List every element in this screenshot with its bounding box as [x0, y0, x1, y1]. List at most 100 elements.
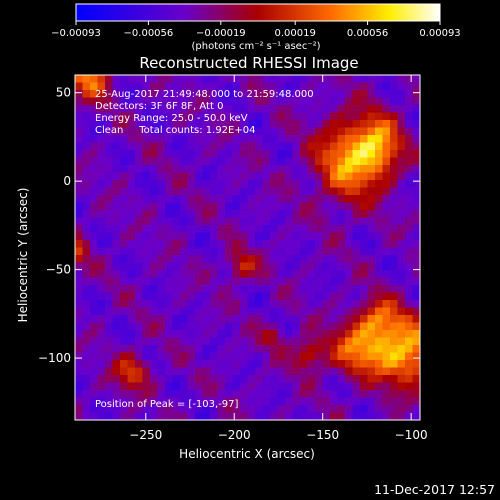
heatmap-cell	[375, 345, 383, 353]
heatmap-cell	[330, 90, 338, 98]
heatmap-cell	[390, 270, 398, 278]
heatmap-cell	[90, 337, 98, 346]
heatmap-cell	[360, 262, 368, 271]
heatmap-cell	[172, 255, 181, 263]
heatmap-cell	[337, 367, 346, 376]
heatmap-cell	[375, 142, 383, 151]
heatmap-cell	[150, 307, 158, 316]
heatmap-cell	[150, 322, 158, 331]
heatmap-cell	[172, 367, 181, 376]
heatmap-cell	[382, 390, 391, 398]
heatmap-cell	[165, 112, 173, 121]
heatmap-cell	[330, 285, 338, 293]
heatmap-cell	[75, 360, 83, 368]
heatmap-cell	[330, 390, 338, 398]
heatmap-cell	[285, 292, 293, 301]
heatmap-cell	[187, 112, 196, 121]
heatmap-cell	[337, 375, 346, 383]
y-tick-label: 50	[56, 86, 71, 100]
heatmap-cell	[240, 172, 248, 181]
heatmap-cell	[97, 120, 106, 128]
heatmap-cell	[352, 120, 361, 128]
heatmap-cell	[172, 232, 181, 241]
heatmap-cell	[315, 270, 323, 278]
heatmap-cell	[262, 142, 271, 151]
heatmap-cell	[187, 390, 196, 398]
heatmap-cell	[360, 105, 368, 113]
heatmap-cell	[142, 217, 151, 226]
heatmap-cell	[217, 412, 226, 420]
heatmap-cell	[405, 262, 413, 271]
heatmap-cell	[270, 90, 278, 98]
heatmap-cell	[187, 292, 196, 301]
heatmap-cell	[397, 277, 406, 286]
heatmap-cell	[247, 202, 256, 211]
heatmap-cell	[367, 300, 376, 308]
heatmap-cell	[165, 397, 173, 406]
heatmap-cell	[360, 330, 368, 338]
heatmap-cell	[300, 352, 308, 361]
heatmap-cell	[225, 180, 233, 188]
heatmap-cell	[157, 367, 166, 376]
heatmap-cell	[277, 397, 286, 406]
heatmap-cell	[285, 375, 293, 383]
heatmap-cell	[390, 315, 398, 323]
heatmap-cell	[157, 337, 166, 346]
heatmap-cell	[405, 375, 413, 383]
heatmap-cell	[307, 247, 316, 256]
heatmap-cell	[172, 202, 181, 211]
heatmap-cell	[360, 135, 368, 143]
heatmap-cell	[367, 150, 376, 158]
heatmap-cell	[285, 172, 293, 181]
heatmap-cell	[247, 285, 256, 293]
heatmap-cell	[232, 97, 241, 106]
heatmap-cell	[277, 82, 286, 91]
heatmap-cell	[307, 255, 316, 263]
heatmap-cell	[375, 390, 383, 398]
heatmap-cell	[292, 352, 301, 361]
heatmap-cell	[135, 255, 143, 263]
heatmap-cell	[105, 240, 113, 248]
heatmap-cell	[307, 330, 316, 338]
heatmap-cell	[142, 300, 151, 308]
heatmap-cell	[90, 405, 98, 413]
heatmap-cell	[390, 232, 398, 241]
heatmap-cell	[240, 292, 248, 301]
heatmap-cell	[142, 180, 151, 188]
heatmap-cell	[307, 225, 316, 233]
heatmap-cell	[292, 187, 301, 196]
heatmap-cell	[195, 202, 203, 211]
heatmap-cell	[315, 217, 323, 226]
x-tick-label: −250	[129, 428, 162, 442]
heatmap-cell	[195, 262, 203, 271]
heatmap-cell	[322, 150, 331, 158]
heatmap-cell	[232, 307, 241, 316]
heatmap-cell	[322, 135, 331, 143]
heatmap-cell	[240, 270, 248, 278]
heatmap-cell	[315, 165, 323, 173]
heatmap-cell	[225, 127, 233, 136]
heatmap-cell	[285, 127, 293, 136]
heatmap-cell	[337, 285, 346, 293]
heatmap-cell	[330, 375, 338, 383]
heatmap-cell	[405, 382, 413, 391]
heatmap-cell	[382, 165, 391, 173]
heatmap-cell	[210, 202, 218, 211]
heatmap-cell	[105, 172, 113, 181]
heatmap-cell	[277, 127, 286, 136]
heatmap-cell	[382, 375, 391, 383]
heatmap-cell	[360, 180, 368, 188]
heatmap-cell	[345, 225, 353, 233]
heatmap-cell	[127, 322, 136, 331]
heatmap-cell	[105, 390, 113, 398]
heatmap-cell	[247, 97, 256, 106]
heatmap-cell	[165, 157, 173, 166]
heatmap-cell	[127, 112, 136, 121]
heatmap-cell	[367, 127, 376, 136]
heatmap-cell	[135, 157, 143, 166]
heatmap-cell	[262, 232, 271, 241]
heatmap-cell	[285, 142, 293, 151]
heatmap-cell	[210, 285, 218, 293]
heatmap-cell	[322, 165, 331, 173]
heatmap-cell	[292, 142, 301, 151]
